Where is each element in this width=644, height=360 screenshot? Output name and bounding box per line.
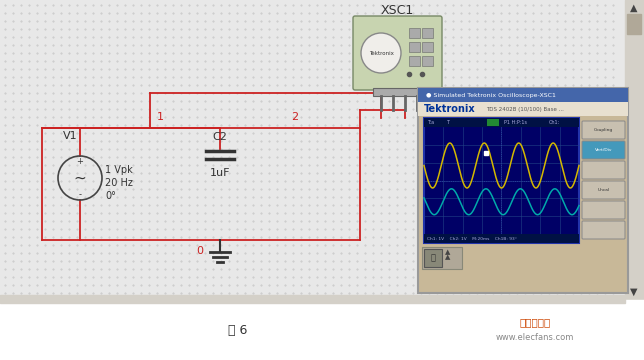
Bar [409,42,420,52]
Bar [422,56,433,66]
Text: 1: 1 [156,112,164,122]
FancyBboxPatch shape [582,221,625,239]
Text: 图 6: 图 6 [229,324,248,337]
Bar [627,14,641,34]
Text: ~: ~ [73,171,86,185]
Bar [422,28,433,38]
Text: ● Simulated Tektronix Oscilloscope-XSC1: ● Simulated Tektronix Oscilloscope-XSC1 [426,93,556,98]
Text: ▼: ▼ [630,287,638,297]
Text: XSC1: XSC1 [381,4,413,17]
FancyBboxPatch shape [582,141,625,159]
FancyBboxPatch shape [353,16,442,90]
Text: ▲
▲: ▲ ▲ [445,249,451,261]
Text: 2: 2 [292,112,299,122]
Text: Coupling: Coupling [594,128,613,132]
Bar [409,56,420,66]
Bar [487,119,499,126]
Text: Uncal: Uncal [598,188,610,192]
Bar [418,102,628,116]
Text: +: + [77,157,84,166]
Text: ▲: ▲ [630,3,638,13]
FancyBboxPatch shape [582,201,625,219]
Circle shape [361,33,401,73]
FancyBboxPatch shape [582,161,625,179]
Text: Ch1:: Ch1: [549,120,560,125]
FancyBboxPatch shape [582,121,625,139]
Text: 电子发烧友: 电子发烧友 [519,317,551,327]
Bar [422,42,433,52]
Text: ⏻: ⏻ [430,253,435,262]
Bar [0,0,625,300]
Text: V1: V1 [62,131,77,141]
Bar [424,249,442,267]
Bar [424,118,579,243]
Text: 1 Vpk: 1 Vpk [105,165,133,175]
Bar [424,234,579,243]
Text: -: - [79,190,82,199]
Bar [418,88,628,293]
Text: P1 H:P:1s: P1 H:P:1s [504,120,527,125]
Text: T:a: T:a [427,120,434,125]
Bar [424,118,579,127]
Bar [0,300,644,360]
Bar [0,295,625,303]
Text: 1uF: 1uF [210,168,231,178]
Text: Ch1: 1V    Ch2: 1V    M:20ms    Ch1B: 93°: Ch1: 1V Ch2: 1V M:20ms Ch1B: 93° [427,237,517,240]
Text: TDS 2402B (10/100) Base ...: TDS 2402B (10/100) Base ... [486,107,564,112]
Text: C2: C2 [213,132,227,142]
Bar [422,247,462,269]
Text: www.elecfans.com: www.elecfans.com [496,333,574,342]
Bar [625,0,644,300]
Text: 20 Hz: 20 Hz [105,178,133,188]
Text: 0°: 0° [105,191,116,201]
FancyBboxPatch shape [582,181,625,199]
Text: Tektronix: Tektronix [424,104,476,114]
Text: Tektronix: Tektronix [368,50,393,55]
Text: 0: 0 [196,246,204,256]
Bar [373,88,423,96]
Text: T: T [446,120,449,125]
Text: Vert/Div: Vert/Div [595,148,612,152]
Bar [418,88,628,102]
Bar [409,28,420,38]
